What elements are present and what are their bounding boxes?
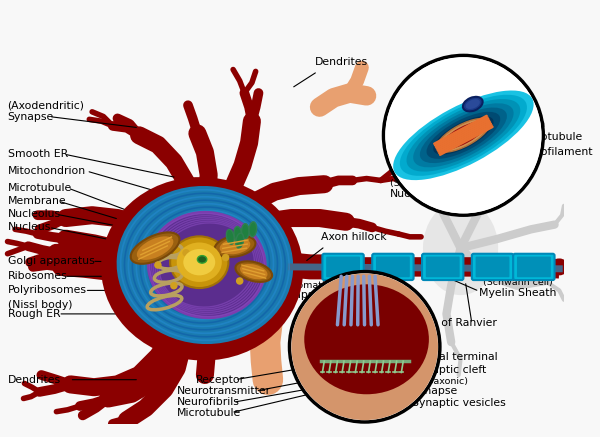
Text: Dendrites: Dendrites (315, 57, 368, 67)
Text: Nucleus: Nucleus (8, 222, 51, 232)
FancyBboxPatch shape (422, 254, 463, 280)
Text: Rough ER: Rough ER (8, 309, 60, 319)
Ellipse shape (240, 264, 268, 279)
FancyBboxPatch shape (322, 254, 364, 280)
Circle shape (182, 249, 190, 257)
Text: Mitochondrion: Mitochondrion (8, 166, 86, 176)
Text: (Schwann cell): (Schwann cell) (483, 278, 553, 288)
Ellipse shape (413, 103, 514, 167)
Text: Myelin Sheath: Myelin Sheath (479, 288, 557, 298)
Text: Nucleus: Nucleus (390, 189, 433, 198)
Ellipse shape (242, 224, 249, 239)
FancyBboxPatch shape (376, 257, 410, 277)
Circle shape (383, 55, 543, 215)
Ellipse shape (197, 256, 207, 263)
Ellipse shape (463, 97, 482, 111)
Text: (Axosomatic): (Axosomatic) (271, 281, 334, 290)
Text: Polyribosomes: Polyribosomes (8, 285, 86, 295)
Ellipse shape (304, 284, 429, 394)
Text: Golgi apparatus: Golgi apparatus (8, 256, 94, 266)
Ellipse shape (101, 177, 303, 361)
Ellipse shape (423, 201, 498, 295)
Text: (Nissl body): (Nissl body) (8, 299, 72, 309)
Circle shape (170, 282, 178, 289)
Text: (Schwann cell): (Schwann cell) (390, 179, 460, 188)
Text: Synaptic cleft: Synaptic cleft (412, 365, 486, 375)
Circle shape (289, 272, 440, 422)
Text: Microtubule: Microtubule (519, 132, 583, 142)
Ellipse shape (420, 108, 507, 163)
Ellipse shape (440, 120, 487, 150)
Ellipse shape (393, 90, 533, 180)
Text: Ribosomes: Ribosomes (8, 271, 67, 281)
Text: Neurofibrils: Neurofibrils (177, 397, 239, 407)
Text: Synapse: Synapse (340, 406, 389, 419)
Text: Synapse: Synapse (8, 111, 54, 121)
Text: Nucleolus: Nucleolus (8, 209, 61, 219)
Text: Receptor: Receptor (196, 375, 245, 385)
Ellipse shape (148, 212, 265, 318)
Ellipse shape (170, 236, 229, 288)
Circle shape (385, 57, 541, 213)
FancyBboxPatch shape (472, 254, 513, 280)
Text: Axonal terminal: Axonal terminal (412, 352, 497, 362)
Ellipse shape (406, 99, 520, 172)
Ellipse shape (177, 243, 222, 282)
Circle shape (236, 277, 244, 285)
Ellipse shape (437, 118, 490, 152)
Ellipse shape (131, 232, 179, 264)
Ellipse shape (550, 258, 569, 275)
FancyBboxPatch shape (372, 254, 413, 280)
Text: Dendrites: Dendrites (8, 375, 61, 385)
Ellipse shape (220, 238, 250, 254)
Ellipse shape (226, 229, 234, 244)
Circle shape (222, 254, 229, 261)
Ellipse shape (116, 186, 293, 344)
Text: Synapse: Synapse (412, 386, 458, 396)
FancyBboxPatch shape (476, 257, 509, 277)
Ellipse shape (441, 121, 486, 149)
FancyBboxPatch shape (426, 257, 460, 277)
Ellipse shape (427, 112, 500, 159)
Ellipse shape (466, 99, 480, 109)
Ellipse shape (249, 222, 257, 237)
Text: (Axoaxonic): (Axoaxonic) (412, 377, 467, 386)
Text: Axon hillock: Axon hillock (322, 232, 387, 242)
Text: Synaptic vesicles: Synaptic vesicles (412, 398, 505, 408)
Text: Smooth ER: Smooth ER (8, 149, 68, 159)
FancyBboxPatch shape (513, 254, 554, 280)
Ellipse shape (137, 236, 173, 260)
Text: Node of Ranvier: Node of Ranvier (409, 318, 497, 328)
Text: Microtubule: Microtubule (177, 408, 241, 418)
Ellipse shape (235, 261, 272, 282)
Ellipse shape (234, 226, 242, 242)
Ellipse shape (236, 233, 244, 248)
Text: Microtubule: Microtubule (8, 183, 72, 193)
Text: Membrane: Membrane (8, 196, 66, 206)
Ellipse shape (215, 236, 256, 257)
Circle shape (154, 261, 161, 269)
Text: Synapse: Synapse (274, 290, 321, 300)
Ellipse shape (433, 116, 494, 155)
FancyBboxPatch shape (326, 257, 360, 277)
FancyBboxPatch shape (517, 257, 551, 277)
Circle shape (292, 274, 438, 420)
Ellipse shape (183, 249, 215, 275)
Text: (Axodendritic): (Axodendritic) (8, 100, 85, 110)
Ellipse shape (400, 95, 527, 176)
Text: Axon: Axon (519, 119, 546, 129)
Text: Neurotransmitter: Neurotransmitter (177, 386, 271, 396)
Text: Microfilament: Microfilament (519, 147, 593, 157)
